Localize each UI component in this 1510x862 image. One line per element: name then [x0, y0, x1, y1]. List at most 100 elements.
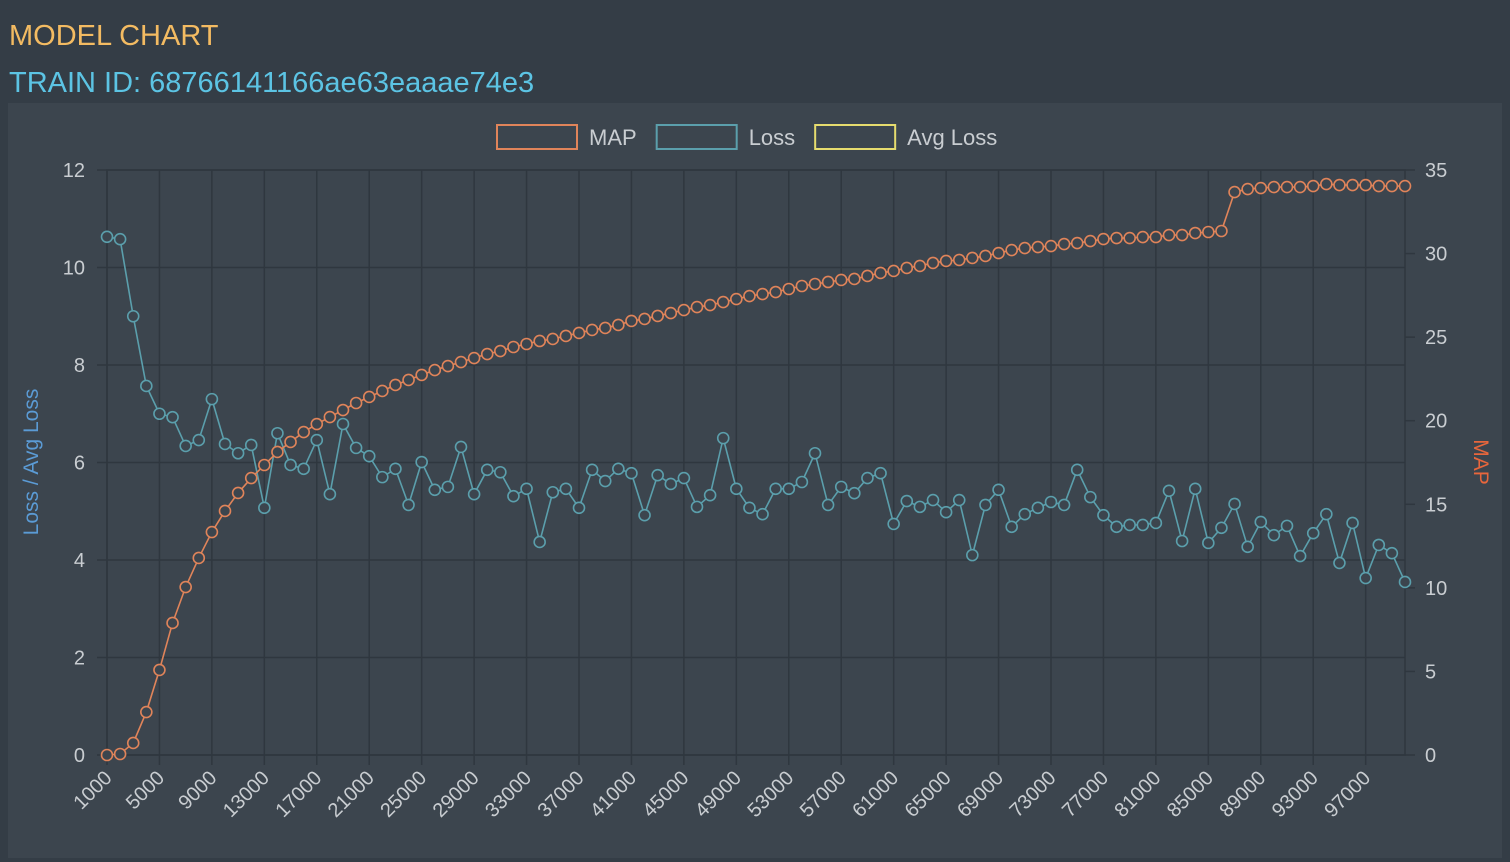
data-point [1149, 230, 1163, 244]
data-point [1346, 516, 1359, 530]
data-point [1057, 498, 1071, 512]
data-point [979, 498, 992, 512]
data-point [1320, 507, 1333, 521]
data-point [244, 438, 258, 452]
data-point [1372, 179, 1386, 193]
data-point [1215, 521, 1228, 535]
data-point [743, 501, 756, 515]
data-point [179, 580, 192, 594]
data-point [1044, 239, 1058, 253]
plot-frame [106, 169, 1406, 756]
data-point [218, 504, 232, 518]
y2-tick-label: 0 [1425, 745, 1436, 767]
data-point [258, 501, 271, 515]
data-point [992, 246, 1005, 260]
data-point [585, 463, 599, 477]
data-point [612, 462, 625, 476]
data-point [1293, 549, 1307, 563]
data-point [598, 474, 612, 488]
data-point [1018, 507, 1032, 521]
data-point [231, 486, 245, 500]
data-point [336, 403, 350, 417]
data-point [1215, 224, 1228, 238]
data-point [166, 410, 179, 424]
data-point [1346, 178, 1359, 192]
data-point [1175, 534, 1189, 548]
data-point [638, 508, 651, 522]
data-point [507, 489, 520, 503]
y2-tick-label: 25 [1425, 327, 1447, 349]
data-point [1110, 231, 1123, 245]
data-point [415, 455, 428, 469]
data-point [913, 500, 927, 514]
data-point [205, 525, 219, 539]
data-point [1333, 556, 1346, 570]
y-axis-label: Loss / Avg Loss [20, 389, 43, 536]
data-point [913, 259, 927, 273]
data-point [664, 306, 678, 320]
y2-tick-label: 15 [1425, 494, 1447, 516]
data-point [1005, 243, 1018, 257]
data-point [598, 321, 612, 335]
data-point [520, 482, 533, 496]
data-point [1306, 526, 1320, 540]
data-point [1005, 520, 1018, 534]
data-point [730, 292, 743, 306]
y2-tick-label: 10 [1425, 578, 1447, 600]
data-point [677, 303, 691, 317]
data-point [1123, 231, 1136, 245]
data-point [1110, 520, 1123, 534]
legend-label: Avg Loss [907, 125, 997, 150]
data-point [795, 475, 809, 489]
y-tick-label: 0 [74, 745, 85, 767]
data-point [756, 287, 769, 301]
data-point [480, 463, 494, 477]
data-point [992, 483, 1005, 497]
data-point [861, 471, 874, 485]
data-point [467, 351, 481, 365]
data-point [926, 256, 940, 270]
data-point [192, 433, 206, 447]
data-point [507, 340, 520, 354]
data-point [349, 441, 363, 455]
data-point [1333, 178, 1346, 192]
data-point [1241, 182, 1254, 196]
data-point [376, 470, 389, 484]
data-point [677, 471, 691, 485]
data-point [336, 417, 350, 431]
y-tick-label: 2 [74, 648, 85, 670]
data-point [323, 487, 337, 501]
data-point [1241, 540, 1254, 554]
data-point [1149, 516, 1163, 530]
data-point [1097, 232, 1110, 246]
data-point [271, 426, 284, 440]
data-point [1057, 237, 1071, 251]
series-line [106, 236, 1406, 583]
data-point [1267, 180, 1281, 194]
data-point [1228, 497, 1241, 511]
data-point [1398, 575, 1412, 589]
data-point [848, 486, 861, 500]
data-point [467, 487, 481, 501]
data-point [861, 269, 874, 283]
legend-label: Loss [749, 125, 795, 150]
data-point [572, 501, 586, 515]
data-point [966, 251, 979, 265]
data-point [1162, 228, 1176, 242]
data-point [1254, 181, 1268, 195]
data-point [1084, 490, 1097, 504]
data-point [939, 505, 953, 519]
data-point [1320, 177, 1333, 191]
data-point [769, 482, 782, 496]
data-point [1188, 482, 1202, 496]
data-point [546, 485, 560, 499]
data-point [690, 500, 704, 514]
data-point [1306, 179, 1320, 193]
data-point [153, 663, 166, 677]
data-point [1070, 236, 1084, 250]
series-line [106, 183, 1405, 756]
data-point [1136, 518, 1150, 532]
data-point [546, 332, 560, 346]
data-point [244, 471, 258, 485]
chart-title: MODEL CHART [9, 20, 219, 52]
